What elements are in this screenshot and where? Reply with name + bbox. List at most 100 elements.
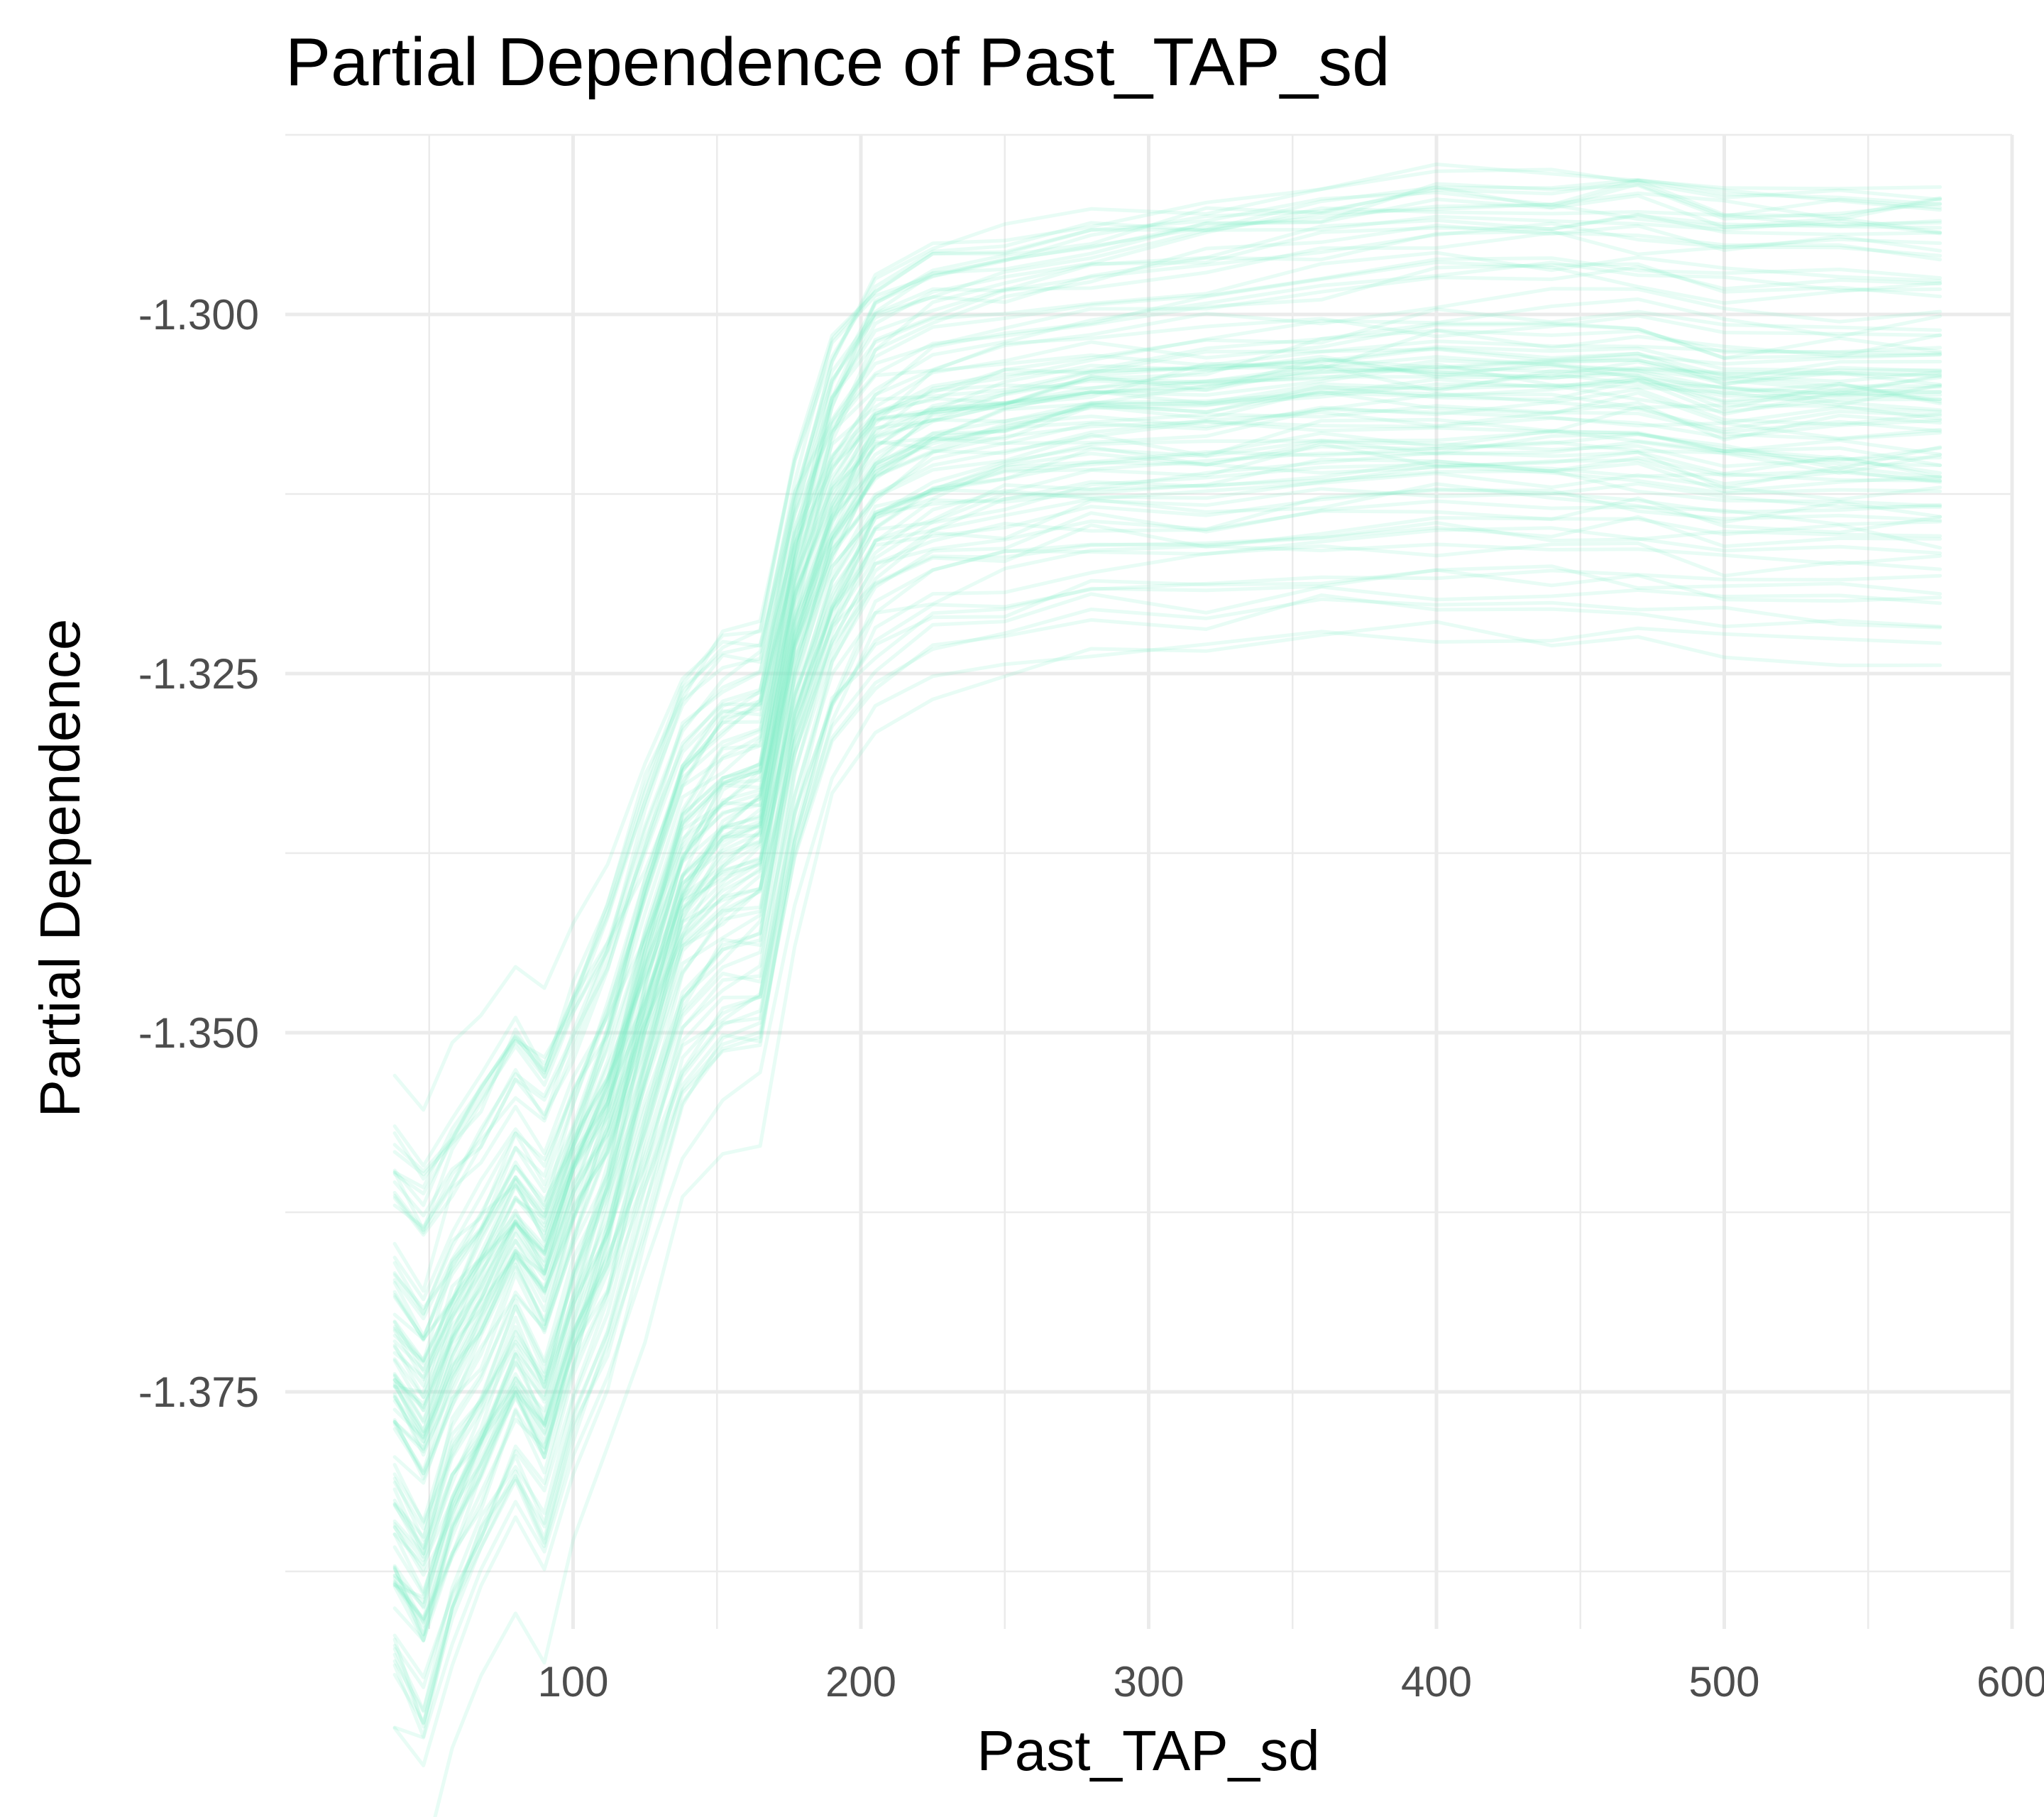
ice-line <box>392 212 1943 1577</box>
ice-line <box>392 526 1943 1725</box>
ice-line <box>392 371 1943 1207</box>
ice-line <box>392 405 1943 1412</box>
ice-line <box>392 307 1943 1316</box>
ice-line <box>392 496 1943 1444</box>
ice-line <box>392 229 1943 1232</box>
ice-line <box>392 417 1943 1473</box>
ice-line <box>392 564 1943 1556</box>
x-tick-label: 400 <box>1401 1658 1472 1706</box>
ice-line <box>392 462 1943 1542</box>
y-tick-label: -1.325 <box>138 650 259 698</box>
ice-line <box>392 354 1943 1229</box>
ice-line <box>392 177 1943 1559</box>
ice-line <box>392 515 1943 1562</box>
ice-line <box>392 191 1943 1181</box>
ice-line <box>392 194 1943 1168</box>
ice-line <box>392 351 1943 1476</box>
ice-line <box>392 358 1943 1379</box>
ice-line <box>392 182 1943 1551</box>
ice-line <box>392 401 1943 1366</box>
ice-line <box>392 482 1943 1767</box>
ice-line <box>392 516 1943 1394</box>
ice-line <box>392 442 1943 1341</box>
ice-line <box>392 464 1943 1596</box>
y-tick-label: -1.375 <box>138 1368 259 1416</box>
ice-line <box>392 287 1943 1339</box>
ice-line <box>392 345 1943 1196</box>
ice-line <box>392 168 1943 1341</box>
y-tick-label: -1.350 <box>138 1009 259 1057</box>
ice-line <box>392 364 1943 1342</box>
x-axis-tick-labels: 100 200 300 400 500 600 <box>537 1658 2044 1706</box>
ice-line <box>392 358 1943 1399</box>
ice-line <box>392 541 1943 1739</box>
ice-line <box>392 459 1943 1388</box>
ice-line <box>392 163 1943 1363</box>
ice-line <box>392 542 1943 1713</box>
major-gridlines <box>285 135 2014 1629</box>
ice-line <box>392 364 1943 1523</box>
chart-title: Partial Dependence of Past_TAP_sd <box>285 24 1390 100</box>
ice-line <box>392 626 1943 1740</box>
ice-line <box>392 372 1943 1594</box>
ice-line <box>392 357 1943 1571</box>
ice-line <box>392 346 1943 1628</box>
x-axis-title: Past_TAP_sd <box>977 1719 1319 1782</box>
x-tick-label: 600 <box>1977 1658 2044 1706</box>
ice-line <box>392 390 1943 1454</box>
ice-line <box>392 597 1943 1621</box>
ice-line <box>392 487 1943 1423</box>
ice-line <box>392 400 1943 1399</box>
ice-line <box>392 328 1943 1531</box>
ice-line <box>392 256 1943 1237</box>
ice-line <box>392 416 1943 1424</box>
ice-line <box>392 471 1943 1382</box>
ice-line <box>392 378 1943 1321</box>
ice-line <box>392 322 1943 1302</box>
ice-line <box>392 456 1943 1293</box>
ice-line <box>392 469 1943 1485</box>
ice-line <box>392 521 1943 1363</box>
ice-line <box>392 432 1943 1679</box>
ice-line <box>392 297 1943 1566</box>
ice-line <box>392 482 1943 1625</box>
ice-line <box>392 432 1943 1642</box>
ice-line <box>392 440 1943 1439</box>
ice-lines <box>392 163 1943 1817</box>
ice-line <box>392 214 1943 1637</box>
ice-line <box>392 499 1943 1729</box>
ice-line <box>392 179 1943 1476</box>
ice-line <box>392 214 1943 1341</box>
ice-line <box>392 387 1943 1643</box>
y-tick-label: -1.300 <box>138 291 259 339</box>
ice-line <box>392 260 1943 1549</box>
ice-line <box>392 251 1943 1173</box>
ice-line <box>392 231 1943 1310</box>
y-axis-title: Partial Dependence <box>28 619 92 1118</box>
ice-line <box>392 488 1943 1539</box>
ice-line <box>392 321 1943 1621</box>
ice-line <box>392 221 1943 1235</box>
ice-line <box>392 429 1943 1713</box>
ice-line <box>392 457 1943 1451</box>
ice-line <box>392 339 1943 1433</box>
x-tick-label: 300 <box>1113 1658 1184 1706</box>
ice-line <box>392 206 1943 1440</box>
ice-line <box>392 407 1943 1412</box>
ice-line <box>392 364 1943 1689</box>
x-tick-label: 100 <box>537 1658 608 1706</box>
ice-line <box>392 265 1943 1190</box>
ice-line <box>392 378 1943 1525</box>
ice-line <box>433 620 1943 1817</box>
ice-line <box>392 203 1943 1444</box>
ice-line <box>392 440 1943 1556</box>
ice-line <box>392 593 1943 1642</box>
ice-line <box>392 585 1943 1599</box>
x-tick-label: 500 <box>1688 1658 1759 1706</box>
ice-line <box>392 262 1943 1373</box>
ice-line <box>392 430 1943 1636</box>
ice-line <box>392 224 1943 1623</box>
ice-line <box>392 362 1943 1481</box>
ice-line <box>392 404 1943 1363</box>
